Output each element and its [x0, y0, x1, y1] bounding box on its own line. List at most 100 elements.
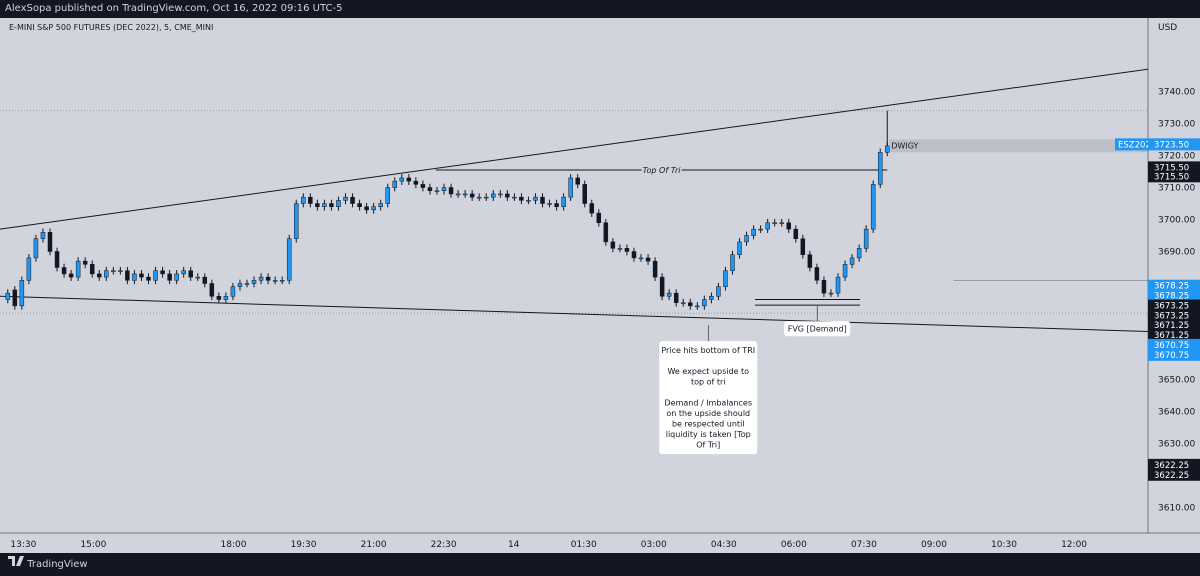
candle-body: [216, 296, 222, 300]
candle-body: [779, 222, 784, 224]
price-label-text: 3678.25: [1154, 292, 1189, 302]
candle-body: [26, 257, 32, 281]
x-tick-label: 22:30: [431, 540, 457, 550]
candle-body: [673, 292, 679, 303]
candle-body: [751, 228, 756, 236]
candle-body: [737, 241, 742, 255]
candle-body: [814, 267, 820, 281]
candle-body: [111, 270, 116, 272]
y-tick-label: 3610.00: [1158, 503, 1195, 513]
candle-body: [223, 296, 229, 300]
price-label-text: 3678.25: [1154, 282, 1189, 292]
candle-body: [294, 203, 299, 239]
price-label: [1148, 289, 1200, 302]
candle-body: [54, 251, 60, 268]
candle-body: [695, 305, 700, 308]
overlay-tag: DWIGY: [891, 142, 918, 151]
candle-body: [104, 270, 109, 278]
candle-body: [40, 232, 46, 239]
candle-body: [849, 257, 855, 265]
candle-body: [371, 206, 376, 211]
candle-body: [821, 280, 827, 294]
price-label: [1148, 468, 1200, 481]
candle-body: [617, 248, 623, 250]
price-label: [1148, 279, 1200, 292]
callout-line: Demand / Imbalances: [664, 399, 752, 408]
candle-body: [462, 193, 468, 196]
y-tick-label: 3700.00: [1158, 216, 1195, 226]
fvg-callout-text: FVG [Demand]: [788, 324, 847, 333]
price-label-text: 3673.25: [1154, 311, 1189, 321]
x-tick-label: 04:30: [711, 540, 737, 550]
candle-body: [575, 177, 580, 185]
candle-body: [392, 180, 398, 188]
price-label: [1148, 170, 1200, 183]
candle-body: [491, 193, 496, 198]
price-label-text: 3670.75: [1154, 351, 1189, 361]
callout-line: be respected until: [672, 420, 745, 429]
candle-body: [519, 196, 524, 201]
price-label: [1148, 299, 1200, 312]
candle-body: [512, 196, 517, 199]
candle-body: [568, 177, 573, 198]
price-label: [1148, 338, 1200, 351]
candle-body: [322, 203, 327, 207]
candle-body: [132, 273, 137, 281]
y-tick-label: 3630.00: [1158, 439, 1195, 449]
analysis-callout[interactable]: [659, 341, 758, 455]
price-label: [1148, 138, 1200, 151]
candle-body: [863, 228, 869, 249]
y-tick-label: 3720.00: [1158, 152, 1195, 162]
candle-body: [202, 276, 208, 284]
candle-body: [680, 302, 686, 304]
x-tick-label: 15:00: [80, 540, 106, 550]
price-label-text: 3622.25: [1154, 471, 1189, 481]
candle-body: [336, 200, 341, 207]
candle-body: [877, 152, 883, 185]
symbol-tag-text: ESZ2022: [1118, 140, 1156, 150]
candle-body: [413, 180, 419, 185]
candle-body: [505, 193, 510, 198]
candle-body: [786, 222, 792, 230]
candle-body: [364, 206, 369, 211]
candlestick-chart[interactable]: E-MINI S&P 500 FUTURES (DEC 2022), 5, CM…: [0, 18, 1200, 553]
fvg-callout[interactable]: [784, 321, 851, 337]
candle-body: [582, 184, 587, 204]
candle-body: [251, 280, 257, 284]
candle-body: [343, 196, 348, 201]
y-tick-label: 3650.00: [1158, 375, 1195, 385]
candle-body: [856, 248, 862, 259]
candle-body: [167, 273, 172, 281]
callout-line: top of tri: [691, 378, 726, 387]
candle-body: [385, 187, 390, 204]
candle-body: [603, 222, 609, 243]
candle-body: [230, 286, 236, 297]
candle-body: [772, 222, 777, 224]
x-tick-label: 19:30: [291, 540, 317, 550]
upper-trendline[interactable]: [0, 68, 1149, 230]
footer-brand: TradingView: [27, 559, 88, 570]
price-label: [1148, 458, 1200, 471]
candle-body: [441, 187, 447, 191]
candle-body: [652, 260, 658, 278]
candle-body: [47, 232, 53, 252]
candle-body: [765, 222, 770, 230]
candle-body: [702, 299, 707, 307]
symbol-title: E-MINI S&P 500 FUTURES (DEC 2022), 5, CM…: [9, 23, 213, 32]
candle-body: [828, 292, 834, 295]
candle-body: [469, 193, 475, 198]
candle-body: [420, 184, 426, 188]
candle-body: [399, 177, 405, 182]
candle-body: [174, 273, 179, 281]
candle-body: [265, 276, 271, 281]
x-tick-label: 13:30: [10, 540, 36, 550]
x-tick-label: 07:30: [851, 540, 877, 550]
candle-body: [244, 283, 250, 285]
y-tick-label: 3710.00: [1158, 184, 1195, 194]
lower-trendline[interactable]: [0, 295, 1149, 332]
candle-body: [723, 270, 728, 287]
candle-body: [758, 228, 763, 231]
price-label-text: 3671.25: [1154, 331, 1189, 341]
callout-line: liquidity is taken [Top: [666, 430, 751, 439]
candle-body: [61, 267, 67, 275]
